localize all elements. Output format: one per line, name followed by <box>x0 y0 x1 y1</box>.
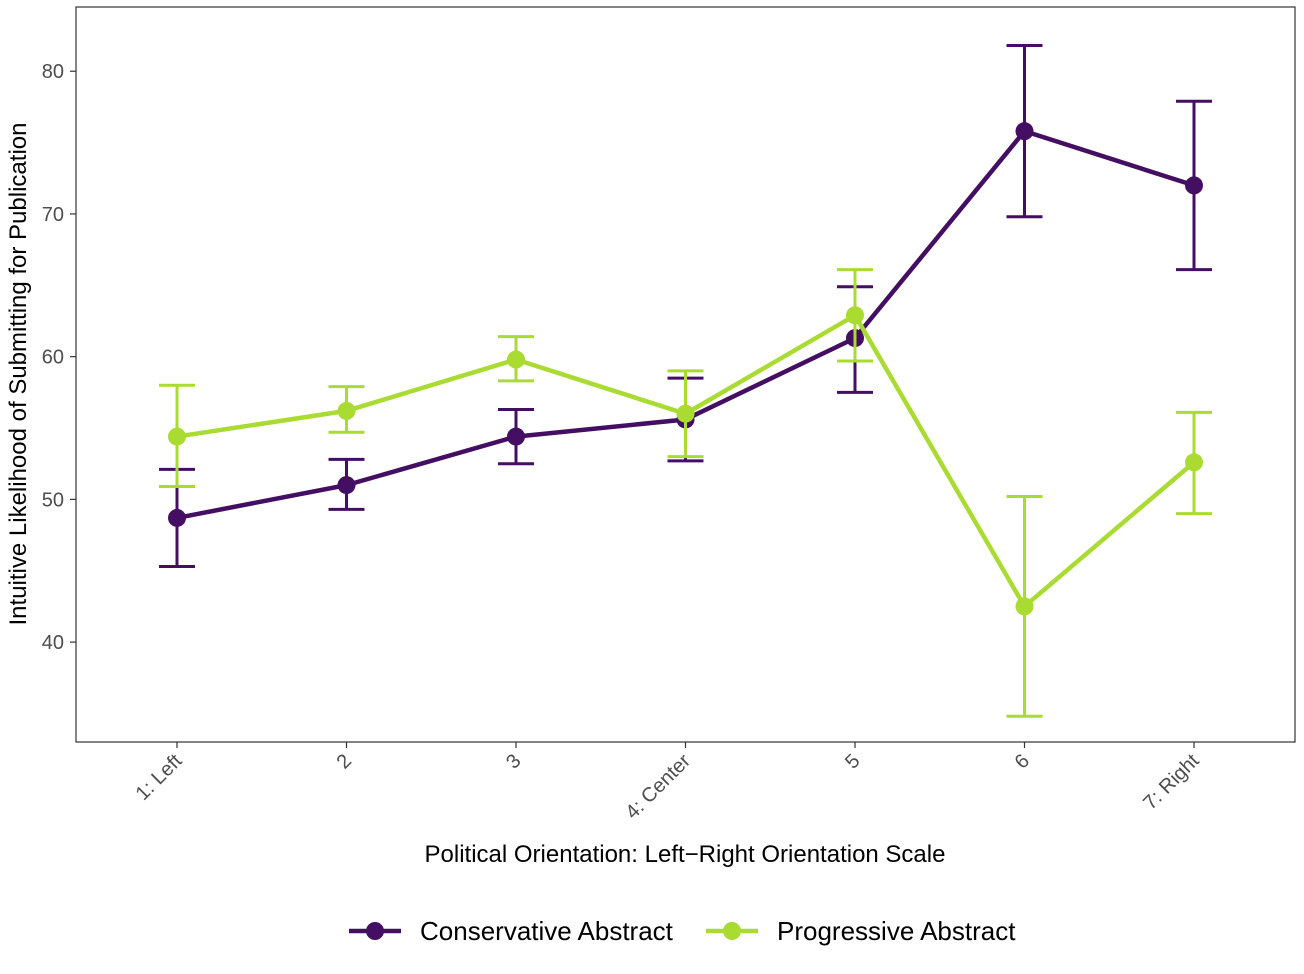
y-tick-label: 70 <box>42 204 64 226</box>
data-point <box>337 476 356 495</box>
data-point <box>846 306 864 325</box>
data-point <box>1015 122 1034 141</box>
x-tick-label: 3 <box>502 750 525 773</box>
data-point <box>168 427 186 446</box>
legend-label: Progressive Abstract <box>777 916 1016 946</box>
data-point <box>337 401 356 420</box>
x-tick-label: 6 <box>1011 750 1034 773</box>
data-point <box>507 350 525 369</box>
x-tick-label: 4: Center <box>621 750 695 824</box>
legend-key-point <box>366 922 384 940</box>
x-tick-label: 2 <box>333 750 356 773</box>
data-point <box>507 427 525 446</box>
data-point <box>676 404 695 423</box>
data-point <box>1185 176 1203 195</box>
y-axis-title: Intuitive Likelihood of Submitting for P… <box>5 123 32 626</box>
x-axis: 1: Left 2 3 4: Center 5 6 7: Right <box>132 742 1204 824</box>
data-point <box>1185 453 1203 472</box>
data-point <box>168 508 186 527</box>
x-tick-label: 1: Left <box>132 750 187 805</box>
data-point <box>1015 597 1034 616</box>
series-layer <box>159 44 1212 718</box>
series-1 <box>159 44 1212 568</box>
y-axis: 40 50 60 70 80 <box>42 61 76 654</box>
legend-label: Conservative Abstract <box>420 916 674 946</box>
legend-item: Progressive Abstract <box>706 916 1016 946</box>
x-tick-label: 7: Right <box>1139 750 1204 815</box>
legend-item: Conservative Abstract <box>349 916 674 946</box>
y-tick-label: 60 <box>42 347 64 369</box>
x-tick-label: 5 <box>841 750 864 773</box>
y-tick-label: 40 <box>42 632 64 654</box>
legend: Conservative Abstract Progressive Abstrac… <box>349 916 1016 946</box>
series-2 <box>159 268 1212 718</box>
y-tick-label: 80 <box>42 61 64 83</box>
y-tick-label: 50 <box>42 489 64 511</box>
x-axis-title: Political Orientation: Left−Right Orient… <box>425 841 946 868</box>
legend-key-point <box>723 922 741 940</box>
